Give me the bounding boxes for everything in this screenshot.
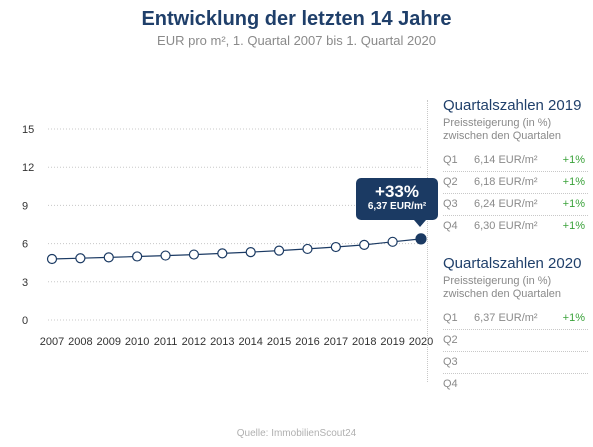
data-point-2018 (359, 239, 370, 250)
y-tick-label: 3 (22, 277, 28, 289)
quarter-label: Q4 (443, 378, 458, 390)
panel-2020-desc-line2: zwischen den Quartalen (443, 288, 562, 300)
quarter-panel-2019: Quartalszahlen 2019 Preissteigerung (in … (443, 97, 588, 237)
quarter-change: +1% (562, 220, 585, 232)
x-tick-label: 2020 (409, 336, 433, 348)
panel-2020-title: Quartalszahlen 2020 (443, 255, 582, 272)
panel-2019-title: Quartalszahlen 2019 (443, 97, 582, 114)
y-tick-label: 12 (22, 162, 34, 174)
quarter-row-2019-q2: Q2 6,18 EUR/m² +1% (443, 172, 588, 194)
data-point-2020 (415, 233, 427, 245)
x-tick-label: 2013 (210, 336, 234, 348)
data-point-2010 (132, 251, 143, 262)
panel-2020-description: Preissteigerung (in %) zwischen den Quar… (443, 275, 588, 301)
data-point-2014 (245, 247, 256, 258)
data-point-2017 (330, 241, 341, 253)
quarter-row-2020-q1: Q1 6,37 EUR/m² +1% (443, 308, 588, 330)
quarter-value: 6,14 EUR/m² (474, 154, 538, 166)
x-tick-label: 2014 (238, 336, 262, 348)
quarter-change: +1% (562, 312, 585, 324)
quarter-label: Q2 (443, 176, 458, 188)
callout-value: 6,37 EUR/m² (367, 201, 427, 212)
quarter-row-2020-q3: Q3 (443, 352, 588, 374)
source-note: Quelle: ImmobilienScout24 (236, 428, 357, 439)
x-tick-label: 2009 (97, 336, 121, 348)
panel-2019-description: Preissteigerung (in %) zwischen den Quar… (443, 117, 588, 143)
change-callout: +33% 6,37 EUR/m² (356, 178, 438, 220)
panel-2019-desc-line1: Preissteigerung (in %) (443, 117, 552, 129)
panel-divider (427, 100, 428, 382)
quarter-panel-2020: Quartalszahlen 2020 Preissteigerung (in … (443, 255, 588, 395)
x-tick-label: 2015 (267, 336, 291, 348)
quarter-label: Q3 (443, 356, 458, 368)
data-point-2009 (103, 252, 114, 263)
y-tick-label: 0 (22, 315, 28, 327)
quarter-change: +1% (562, 154, 585, 166)
chart-subtitle: EUR pro m², 1. Quartal 2007 bis 1. Quart… (157, 33, 436, 48)
quarter-change: +1% (562, 198, 585, 210)
quarter-value: 6,37 EUR/m² (474, 312, 538, 324)
data-point-2007 (46, 253, 58, 265)
quarter-value: 6,30 EUR/m² (474, 220, 538, 232)
callout-change: +33% (375, 182, 419, 201)
data-point-2016 (302, 243, 313, 255)
quarter-label: Q3 (443, 198, 458, 210)
data-point-2011 (160, 250, 171, 261)
quarter-change: +1% (562, 176, 585, 188)
quarter-value: 6,18 EUR/m² (474, 176, 538, 188)
x-tick-label: 2012 (182, 336, 206, 348)
x-tick-label: 2010 (125, 336, 149, 348)
quarter-row-2019-q1: Q1 6,14 EUR/m² +1% (443, 150, 588, 172)
x-tick-label: 2019 (380, 336, 404, 348)
quarter-row-2019-q4: Q4 6,30 EUR/m² +1% (443, 216, 588, 237)
data-point-2012 (188, 249, 200, 260)
data-point-2019 (387, 236, 398, 247)
y-tick-label: 15 (22, 124, 34, 136)
y-tick-label: 6 (22, 239, 28, 251)
callout-pointer (414, 220, 426, 227)
x-tick-label: 2017 (324, 336, 348, 348)
quarter-value: 6,24 EUR/m² (474, 198, 538, 210)
x-tick-label: 2008 (68, 336, 92, 348)
data-point-2015 (273, 245, 285, 256)
x-tick-label: 2011 (154, 336, 178, 348)
x-tick-label: 2018 (352, 336, 376, 348)
quarter-label: Q4 (443, 220, 458, 232)
chart-title: Entwicklung der letzten 14 Jahre (141, 8, 452, 30)
panel-2020-desc-line1: Preissteigerung (in %) (443, 275, 552, 287)
x-tick-label: 2016 (295, 336, 319, 348)
quarter-label: Q2 (443, 334, 458, 346)
panel-2019-desc-line2: zwischen den Quartalen (443, 130, 562, 142)
quarter-label: Q1 (443, 312, 458, 324)
quarter-row-2020-q2: Q2 (443, 330, 588, 352)
quarter-row-2020-q4: Q4 (443, 374, 588, 395)
quarter-row-2019-q3: Q3 6,24 EUR/m² +1% (443, 194, 588, 216)
data-point-2013 (217, 248, 228, 259)
y-tick-label: 9 (22, 200, 28, 212)
x-tick-label: 2007 (40, 336, 64, 348)
quarter-label: Q1 (443, 154, 458, 166)
data-point-2008 (75, 253, 86, 264)
